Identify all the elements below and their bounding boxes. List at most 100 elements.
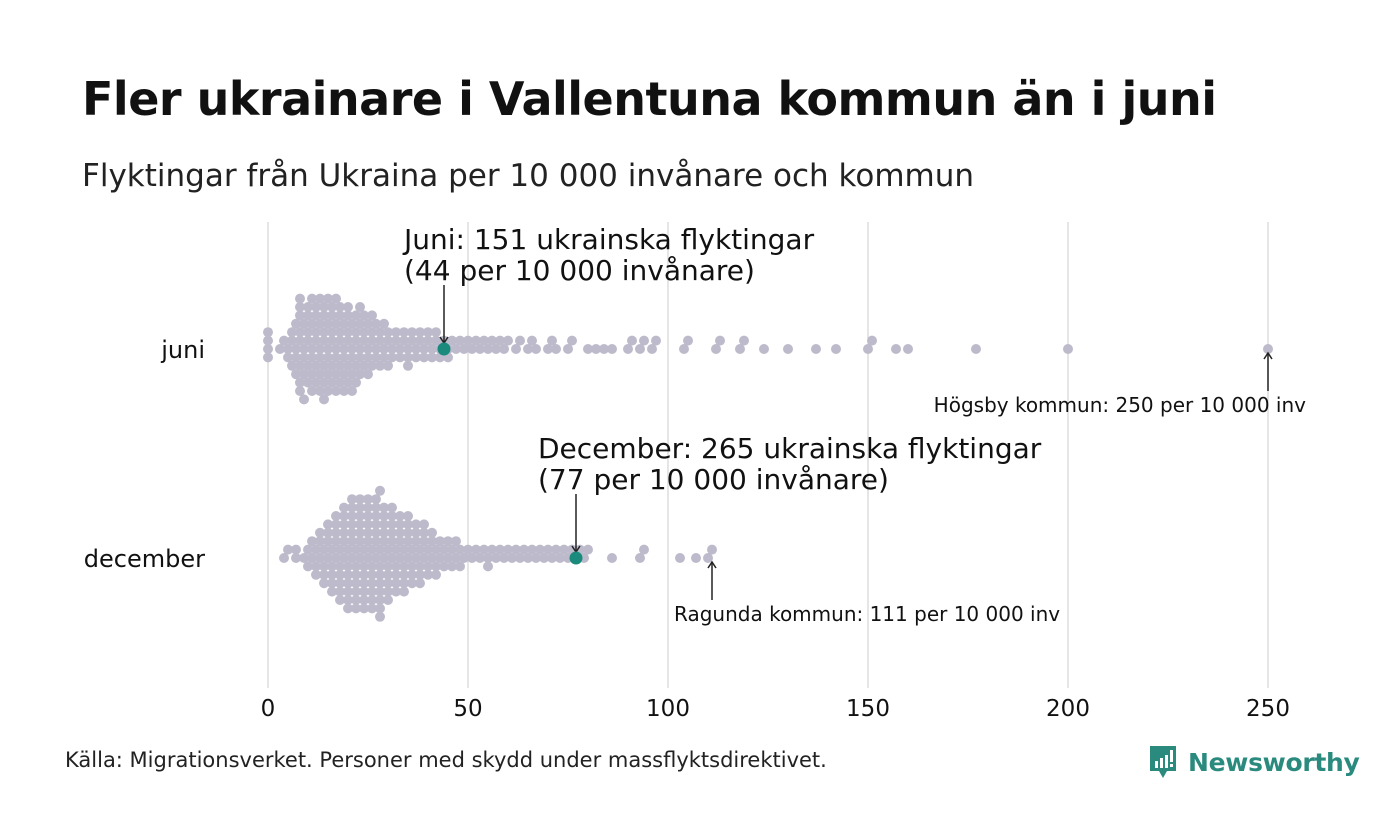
data-point-juni <box>359 310 369 321</box>
data-point-juni <box>783 344 793 354</box>
data-point-juni <box>903 344 913 354</box>
data-point-juni <box>303 327 313 338</box>
data-point-juni <box>391 335 401 346</box>
data-point-december <box>291 553 301 563</box>
data-point-juni <box>407 335 417 346</box>
data-point-december <box>331 519 341 530</box>
data-point-december <box>415 569 425 580</box>
data-point-december <box>379 511 389 521</box>
data-point-juni <box>583 344 593 354</box>
data-point-juni <box>387 352 397 363</box>
data-point-december <box>387 519 397 530</box>
data-point-juni <box>331 293 341 304</box>
data-point-juni <box>355 318 365 329</box>
data-point-juni <box>307 344 317 354</box>
data-point-juni <box>867 335 877 346</box>
data-point-juni <box>287 335 297 346</box>
data-point-juni <box>303 377 313 388</box>
data-point-juni <box>319 377 329 388</box>
data-point-december <box>395 511 405 521</box>
data-point-juni <box>363 318 373 329</box>
data-point-december <box>371 511 381 521</box>
data-point-juni <box>339 344 349 354</box>
data-point-december <box>355 527 365 538</box>
data-point-december <box>335 595 345 605</box>
data-point-december <box>303 544 313 555</box>
data-point-juni <box>547 335 557 346</box>
data-point-juni <box>315 293 325 304</box>
data-point-december <box>399 569 409 580</box>
data-point-juni <box>371 344 381 354</box>
data-point-december <box>419 553 429 563</box>
data-point-december <box>347 502 357 513</box>
data-point-juni <box>323 369 333 380</box>
data-point-juni <box>359 360 369 371</box>
data-point-juni <box>287 360 297 371</box>
data-point-december <box>415 561 425 572</box>
data-point-juni <box>279 335 289 346</box>
data-point-juni <box>635 344 645 354</box>
data-point-juni <box>323 352 333 363</box>
data-point-december <box>363 502 373 513</box>
data-point-december <box>363 553 373 563</box>
data-point-juni <box>311 302 321 312</box>
data-point-december <box>383 578 393 589</box>
data-point-december <box>355 536 365 547</box>
data-point-december <box>531 553 541 563</box>
data-point-december <box>471 544 481 555</box>
data-point-juni <box>355 302 365 312</box>
data-point-december <box>315 536 325 547</box>
data-point-december <box>343 569 353 580</box>
data-point-juni <box>343 310 353 321</box>
data-point-juni <box>395 352 405 363</box>
december-highlight-label-line2: (77 per 10 000 invånare) <box>538 463 889 496</box>
data-point-juni <box>355 352 365 363</box>
data-point-juni <box>387 344 397 354</box>
data-point-december <box>367 561 377 572</box>
data-point-juni <box>291 344 301 354</box>
data-point-december <box>399 544 409 555</box>
data-point-juni <box>411 344 421 354</box>
data-point-december <box>351 603 361 614</box>
data-point-december <box>391 586 401 597</box>
data-point-december <box>415 578 425 589</box>
data-point-december <box>463 544 473 555</box>
data-point-juni <box>415 327 425 338</box>
data-point-juni <box>543 344 553 354</box>
data-point-juni <box>331 386 341 396</box>
source-note: Källa: Migrationsverket. Personer med sk… <box>65 748 827 772</box>
data-point-december <box>391 569 401 580</box>
data-point-december <box>363 511 373 521</box>
data-point-december <box>375 586 385 597</box>
data-point-december <box>407 561 417 572</box>
data-point-december <box>339 511 349 521</box>
newsworthy-logo[interactable]: Newsworthy <box>1148 744 1360 780</box>
data-point-december <box>427 553 437 563</box>
data-point-juni <box>359 327 369 338</box>
data-point-juni <box>375 327 385 338</box>
data-point-december <box>307 536 317 547</box>
data-point-december <box>411 553 421 563</box>
data-point-december <box>347 494 357 505</box>
data-point-december <box>439 561 449 572</box>
data-point-december <box>323 527 333 538</box>
data-point-december <box>407 544 417 555</box>
data-point-juni <box>375 360 385 371</box>
data-point-december <box>399 561 409 572</box>
data-point-december <box>359 544 369 555</box>
data-point-juni <box>295 377 305 388</box>
data-point-december <box>635 553 645 563</box>
highlight-point-juni <box>437 342 451 356</box>
data-point-december <box>555 553 565 563</box>
data-point-juni <box>383 335 393 346</box>
data-point-december <box>355 502 365 513</box>
data-point-december <box>503 544 513 555</box>
data-point-december <box>395 527 405 538</box>
data-point-december <box>347 553 357 563</box>
data-point-december <box>327 569 337 580</box>
data-point-juni <box>627 335 637 346</box>
data-point-december <box>359 561 369 572</box>
data-point-juni <box>527 335 537 346</box>
data-point-juni <box>263 352 273 363</box>
data-point-juni <box>715 335 725 346</box>
